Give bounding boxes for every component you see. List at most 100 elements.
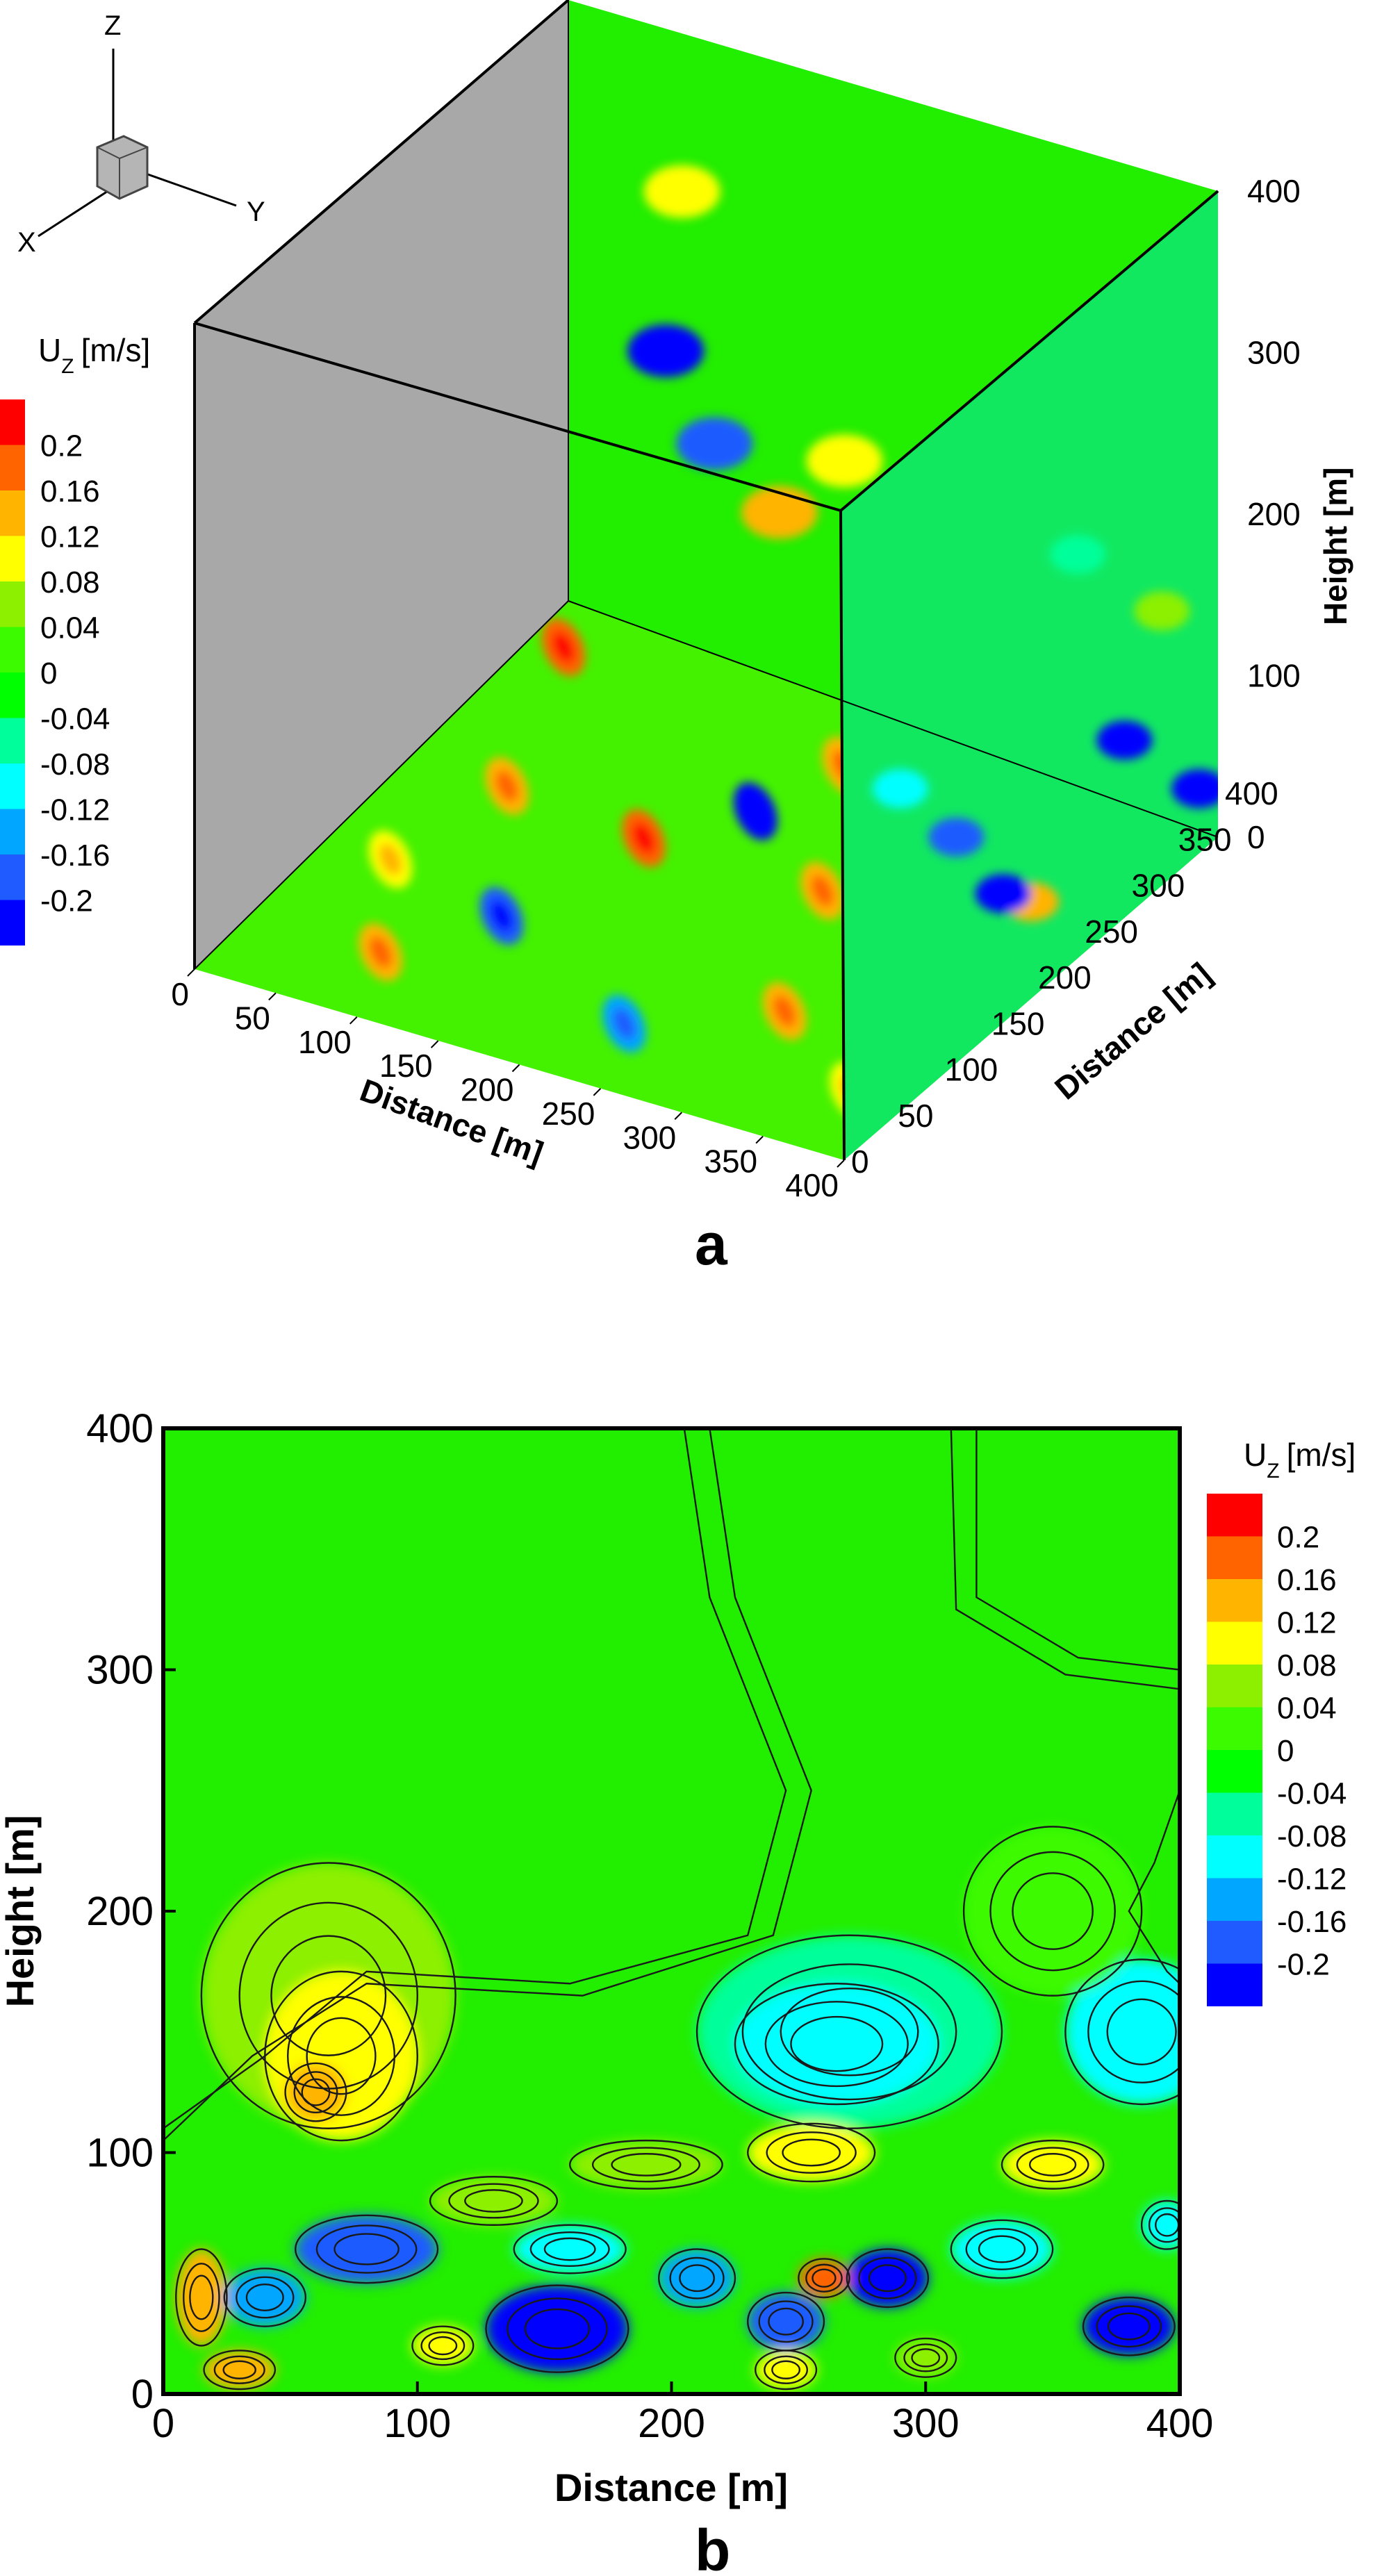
contour-line: [695, 1934, 1003, 2129]
contour-line: [790, 2015, 884, 2072]
ground-feature-core: [744, 795, 767, 827]
contour-line: [163, 1428, 812, 2141]
contour-line: [965, 2228, 1039, 2270]
legend-swatch-a: [0, 490, 25, 536]
front-axis-tick-label: 50: [235, 1000, 270, 1036]
legend-level-label: -0.12: [1277, 1863, 1347, 1897]
ground-feature-core: [613, 1008, 636, 1040]
contour-line: [846, 2248, 930, 2309]
right-wall-feature: [872, 769, 928, 809]
legend-a: 0.2 0.16 0.12 0.08 0.04 0 -0.04 -0.08 -0.12 -0.16…: [0, 399, 110, 946]
contour-line: [1140, 2199, 1180, 2250]
contour-line: [569, 2139, 723, 2190]
legend-swatch-b: [1207, 1665, 1262, 1708]
front-axis-tick-label: 100: [298, 1024, 352, 1060]
contour-line: [411, 2325, 475, 2366]
y-tick-label: 0: [131, 2372, 154, 2417]
ground-feature-core: [379, 843, 402, 875]
front-axis-label: Distance [m]: [356, 1072, 548, 1171]
contour-line: [1148, 2207, 1180, 2243]
back-wall-feature: [643, 165, 721, 218]
legend-swatch-b: [1207, 1621, 1262, 1665]
front-axis-tick: [511, 1064, 520, 1073]
front-axis-tick-label: 400: [785, 1167, 839, 1203]
legend-a-title: UZ [m/s]: [38, 332, 150, 378]
legend-level-label: -0.2: [1277, 1948, 1330, 1982]
right-axis-tick-label: 50: [898, 1098, 933, 1134]
right-wall-feature: [1050, 535, 1106, 575]
contour-line: [1128, 1790, 1180, 1985]
contour-line: [805, 2263, 843, 2293]
x-tick-label: 200: [638, 2401, 705, 2446]
legend-b-title: UZ [m/s]: [1244, 1437, 1356, 1483]
contour-line: [1029, 2153, 1077, 2177]
contour-line: [1016, 2147, 1089, 2183]
right-wall-feature: [1171, 769, 1218, 809]
y-tick-label: 200: [86, 1889, 154, 1934]
axes-a: 0 50 100 150 200 250 300 350 400 0 50 100 150 200 250 3…: [171, 173, 1300, 1203]
contour-line: [334, 2233, 400, 2265]
height-axis-tick-label: 400: [1247, 173, 1301, 209]
legend-swatch-b: [1207, 1494, 1262, 1537]
x-tick-label: 100: [384, 2401, 451, 2446]
legend-level-label: 0.12: [1277, 1606, 1337, 1640]
field-feature: [1065, 1959, 1180, 2104]
legend-level-label: 0.08: [1277, 1649, 1337, 1683]
contour-line: [270, 1935, 387, 2056]
legend-level-label: 0.2: [40, 429, 83, 463]
legend-level-label: -0.2: [40, 884, 93, 918]
contour-line: [978, 2235, 1026, 2263]
back-wall-feature: [806, 434, 883, 488]
back-wall-feature: [627, 324, 705, 378]
contour-line: [429, 2176, 559, 2226]
legend-swatch-b: [1207, 1878, 1262, 1921]
ground-feature-core: [773, 995, 796, 1027]
x-tick-label: 400: [1146, 2401, 1214, 2446]
right-wall-feature: [1134, 591, 1190, 631]
contour-line: [543, 2237, 596, 2261]
contour-line: [858, 2256, 917, 2300]
legend-swatch-a: [0, 809, 25, 854]
contour-line: [236, 2276, 295, 2319]
contour-line: [284, 2062, 347, 2122]
legend-swatch-a: [0, 627, 25, 672]
contour-line: [679, 2264, 715, 2293]
height-axis-label: Height [m]: [1317, 468, 1353, 625]
legend-level-label: 0.04: [40, 611, 100, 645]
contour-line: [758, 2300, 814, 2343]
contour-line: [200, 1862, 456, 2129]
panel-letter-b: b: [695, 2518, 730, 2576]
front-axis-tick-label: 200: [461, 1072, 514, 1108]
contour-line: [306, 2017, 377, 2095]
contour-line: [1012, 1872, 1094, 1950]
panel-a: Z X Y: [0, 0, 1353, 1277]
contour-line: [301, 2078, 331, 2106]
contour-line: [950, 1428, 1180, 1690]
legend-level-label: 0.12: [40, 520, 100, 554]
legend-swatch-a: [0, 763, 25, 809]
contour-line: [962, 1826, 1143, 1997]
right-axis-tick-label: 100: [945, 1052, 998, 1088]
legend-swatch-a: [0, 536, 25, 581]
legend-level-label: -0.04: [40, 702, 110, 736]
front-axis-tick-label: 150: [379, 1048, 433, 1084]
legend-level-label: 0.16: [1277, 1563, 1337, 1597]
ground-feature-core: [632, 823, 655, 854]
contour-line: [764, 2355, 809, 2384]
legend-swatch-b: [1207, 1963, 1262, 2006]
ground-feature-core: [495, 770, 518, 802]
front-axis-tick: [349, 1016, 358, 1025]
right-wall-feature: [975, 874, 1031, 914]
legend-level-label: 0: [40, 657, 57, 691]
ground-feature-core: [490, 900, 513, 932]
contour-line: [798, 2258, 850, 2299]
contour-line: [428, 2336, 458, 2356]
contour-line: [911, 2348, 941, 2368]
contour-line: [513, 2224, 627, 2274]
contour-line: [420, 2331, 466, 2361]
contour-line: [485, 2284, 629, 2373]
y-axis-label: Height [m]: [0, 1815, 42, 2008]
legend-swatch-a: [0, 718, 25, 763]
front-axis-tick-label: 250: [542, 1096, 595, 1132]
triad-z-label: Z: [104, 10, 121, 41]
